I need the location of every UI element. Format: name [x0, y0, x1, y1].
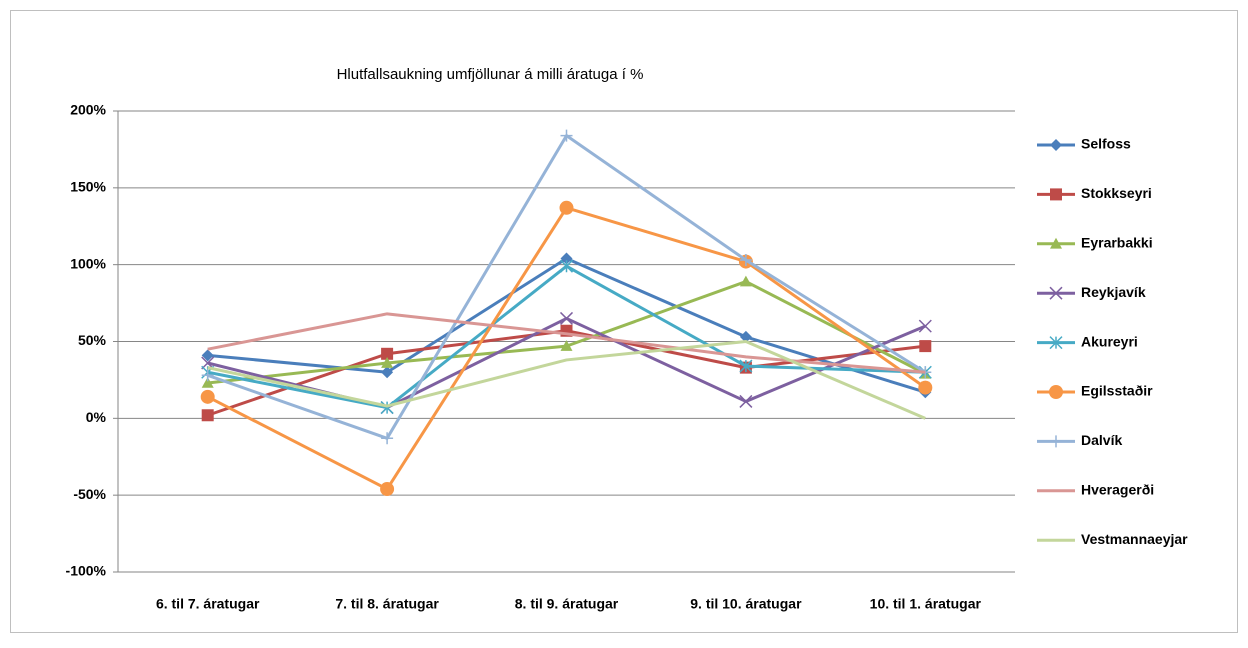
- marker: [918, 319, 932, 333]
- marker: [739, 330, 752, 343]
- marker: [739, 275, 752, 287]
- legend-marker: [1050, 435, 1062, 448]
- legend-label: Stokkseyri: [1081, 185, 1152, 201]
- y-tick-label: -50%: [73, 486, 106, 502]
- marker: [739, 254, 752, 267]
- series: [207, 312, 926, 374]
- marker: [560, 129, 573, 142]
- legend-marker: [1050, 139, 1062, 151]
- legend-label: Akureyri: [1081, 333, 1138, 349]
- series-line: [207, 340, 926, 420]
- legend-label: Dalvík: [1081, 432, 1122, 448]
- marker: [201, 349, 214, 362]
- marker: [201, 369, 214, 382]
- series-line: [207, 312, 926, 374]
- marker: [918, 380, 933, 395]
- marker: [200, 389, 215, 404]
- marker: [201, 409, 214, 422]
- chart-title: Hlutfallsaukning umfjöllunar á milli ára…: [337, 66, 644, 83]
- series: [200, 200, 933, 497]
- x-tick-label: 9. til 10. áratugar: [690, 596, 802, 612]
- marker: [201, 376, 214, 388]
- marker: [739, 359, 753, 373]
- legend-label: Reykjavík: [1081, 284, 1146, 300]
- x-tick-label: 8. til 9. áratugar: [515, 596, 619, 612]
- x-tick-label: 10. til 1. áratugar: [870, 596, 982, 612]
- marker: [380, 482, 395, 497]
- legend-label: Hveragerði: [1081, 482, 1154, 498]
- marker: [381, 366, 394, 379]
- marker: [559, 200, 574, 215]
- legend-label: Selfoss: [1081, 136, 1131, 152]
- series: [207, 340, 926, 420]
- y-tick-label: 200%: [70, 102, 106, 118]
- marker: [919, 340, 932, 353]
- y-tick-label: -100%: [66, 563, 107, 579]
- y-tick-label: 100%: [70, 255, 106, 271]
- marker: [560, 340, 573, 351]
- legend-label: Vestmannaeyjar: [1081, 531, 1188, 547]
- series: [201, 252, 932, 399]
- chart-frame: [10, 10, 1238, 633]
- legend-marker: [1050, 188, 1062, 201]
- y-tick-label: 50%: [78, 332, 107, 348]
- legend-marker: [1050, 237, 1062, 249]
- marker: [739, 394, 753, 408]
- legend-marker: [1049, 385, 1063, 399]
- y-tick-label: 0%: [86, 409, 107, 425]
- legend-label: Eyrarbakki: [1081, 235, 1153, 251]
- x-tick-label: 6. til 7. áratugar: [156, 596, 260, 612]
- marker: [381, 432, 394, 445]
- marker: [381, 357, 394, 368]
- marker: [560, 252, 573, 265]
- marker: [559, 259, 574, 273]
- legend-marker: [1049, 286, 1063, 300]
- marker: [559, 311, 574, 325]
- legend-label: Egilsstaðir: [1081, 383, 1153, 399]
- legend-marker: [1049, 336, 1063, 350]
- x-tick-label: 7. til 8. áratugar: [335, 596, 439, 612]
- marker: [381, 347, 394, 360]
- y-tick-label: 150%: [70, 179, 106, 195]
